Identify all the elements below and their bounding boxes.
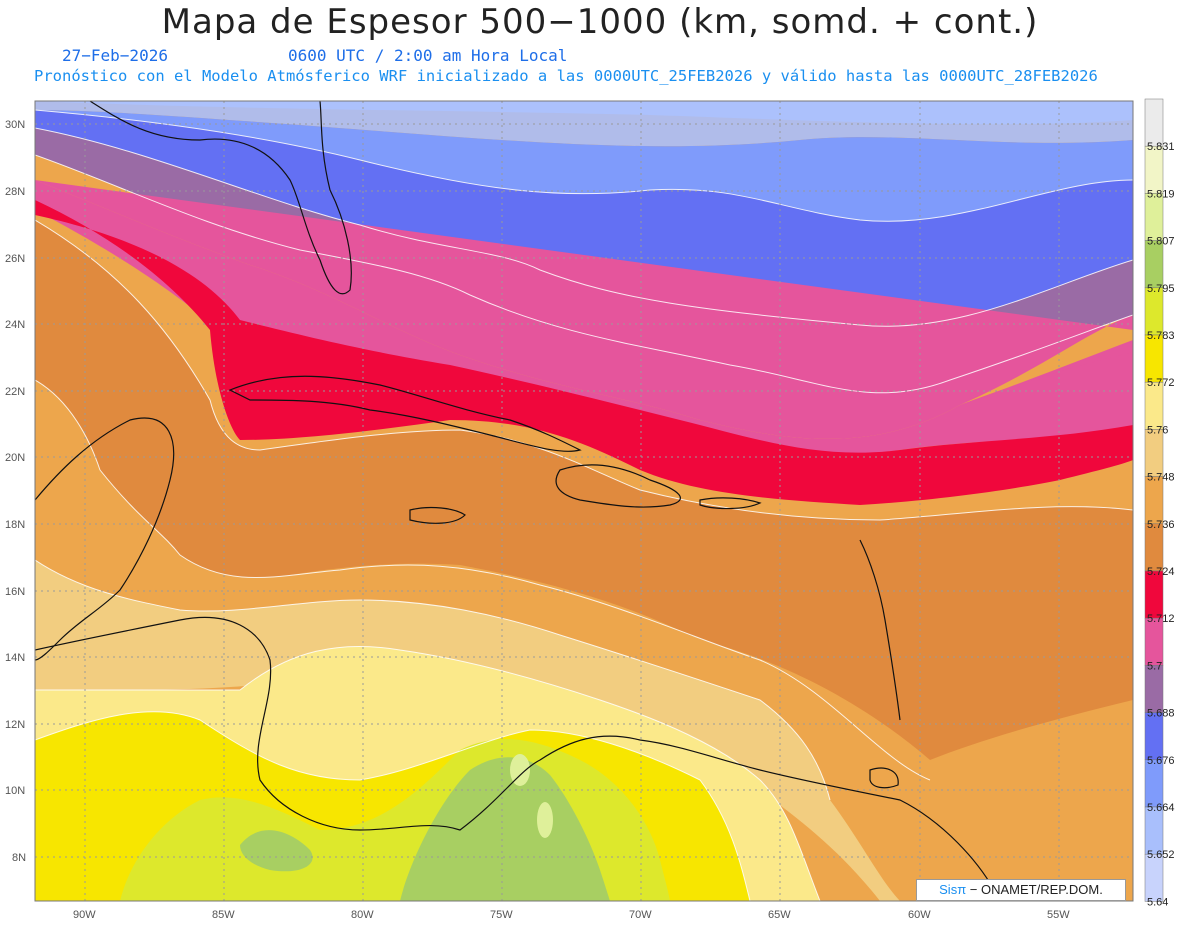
lon-label-75w: 75W bbox=[490, 909, 513, 921]
lesser-antilles bbox=[859, 539, 901, 721]
colorbar: 5.831 5.819 5.807 5.795 5.783 5.772 5.76 5.748 5… bbox=[1144, 98, 1175, 908]
lon-label-85w: 85W bbox=[212, 909, 235, 921]
lat-label-30n: 30N bbox=[5, 119, 25, 131]
colorbar-label: 5.688 bbox=[1147, 708, 1175, 720]
band-5736 bbox=[35, 380, 1133, 901]
credit-sis: Sisπ bbox=[939, 882, 967, 897]
lon-label-80w: 80W bbox=[351, 909, 374, 921]
map-field bbox=[35, 101, 1133, 901]
band-5652 bbox=[35, 101, 1133, 147]
colorbar-swatch bbox=[1144, 665, 1164, 713]
longitude-labels: 90W 85W 80W 75W 70W 65W 60W 55W bbox=[73, 909, 1070, 921]
coastlines bbox=[35, 101, 1001, 901]
band-5795 bbox=[400, 757, 610, 901]
band-5724 bbox=[35, 220, 1133, 760]
florida-coast bbox=[89, 101, 352, 295]
lon-label-65w: 65W bbox=[768, 909, 791, 921]
lon-label-60w: 60W bbox=[908, 909, 931, 921]
band-5807 bbox=[510, 754, 530, 786]
colorbar-swatch bbox=[1144, 98, 1164, 147]
colorbar-label: 5.76 bbox=[1147, 424, 1168, 436]
colorbar-swatch bbox=[1144, 523, 1164, 572]
lat-label-18n: 18N bbox=[5, 519, 25, 531]
lon-label-70w: 70W bbox=[629, 909, 652, 921]
colorbar-swatch bbox=[1144, 617, 1164, 666]
colorbar-label: 5.819 bbox=[1147, 188, 1175, 200]
credit-org: − ONAMET/REP.DOM. bbox=[969, 882, 1103, 897]
band-5807b bbox=[537, 802, 553, 838]
lat-label-14n: 14N bbox=[5, 652, 25, 664]
forecast-date: 27−Feb−2026 bbox=[62, 46, 168, 65]
colorbar-swatch bbox=[1144, 381, 1164, 430]
map-title: Mapa de Espesor 500−1000 (km, somd. + co… bbox=[161, 2, 1039, 42]
colorbar-label: 5.652 bbox=[1147, 849, 1175, 861]
hispaniola-coast bbox=[555, 464, 681, 508]
yucatan-coast bbox=[35, 417, 175, 661]
latitude-labels: 30N 28N 26N 24N 22N 20N 18N 16N 14N 12N … bbox=[5, 119, 26, 864]
band-5795b bbox=[240, 830, 313, 872]
band-5676 bbox=[35, 110, 1133, 327]
lat-label-10n: 10N bbox=[5, 785, 25, 797]
band-5712 bbox=[35, 200, 1133, 505]
colorbar-label: 5.724 bbox=[1147, 566, 1175, 578]
band-5748 bbox=[35, 560, 900, 901]
colorbar-label: 5.664 bbox=[1147, 802, 1175, 814]
colorbar-label: 5.736 bbox=[1147, 519, 1175, 531]
colorbar-swatch bbox=[1144, 287, 1164, 336]
colorbar-label: 5.64 bbox=[1147, 896, 1168, 908]
colorbar-label: 5.783 bbox=[1147, 330, 1175, 342]
lat-label-16n: 16N bbox=[5, 586, 25, 598]
colorbar-swatch bbox=[1144, 806, 1164, 855]
colorbar-swatch bbox=[1144, 570, 1164, 619]
central-america-coast bbox=[35, 616, 1001, 901]
colorbar-label: 5.7 bbox=[1147, 660, 1162, 672]
colorbar-label: 5.712 bbox=[1147, 613, 1175, 625]
colorbar-swatch bbox=[1144, 334, 1164, 383]
forecast-time: 0600 UTC / 2:00 am Hora Local bbox=[288, 46, 568, 65]
map-frame bbox=[34, 100, 1134, 902]
lat-label-22n: 22N bbox=[5, 386, 25, 398]
contour-lines bbox=[35, 109, 1133, 901]
trinidad-coast bbox=[869, 767, 899, 789]
lat-label-26n: 26N bbox=[5, 253, 25, 265]
lat-label-28n: 28N bbox=[5, 186, 25, 198]
model-description: Pronóstico con el Modelo Atmósferico WRF… bbox=[34, 67, 1098, 85]
lat-label-8n: 8N bbox=[12, 852, 26, 864]
puerto-rico-coast bbox=[699, 497, 762, 510]
colorbar-label: 5.807 bbox=[1147, 236, 1175, 248]
colorbar-swatch bbox=[1144, 145, 1164, 194]
colorbar-swatch bbox=[1144, 712, 1164, 761]
colorbar-label: 5.676 bbox=[1147, 755, 1175, 767]
colorbar-swatch bbox=[1144, 853, 1164, 902]
band-5700 bbox=[35, 180, 1133, 439]
lat-label-24n: 24N bbox=[5, 319, 25, 331]
colorbar-swatch bbox=[1144, 193, 1164, 241]
band-5664-light bbox=[35, 110, 1133, 222]
colorbar-label: 5.795 bbox=[1147, 283, 1175, 295]
colorbar-swatch bbox=[1144, 240, 1164, 289]
jamaica-coast bbox=[409, 506, 466, 524]
lon-label-55w: 55W bbox=[1047, 909, 1070, 921]
colorbar-swatch bbox=[1144, 476, 1164, 525]
colorbar-swatch bbox=[1144, 759, 1164, 808]
cuba-coast bbox=[228, 375, 582, 452]
colorbar-swatch bbox=[1144, 429, 1164, 477]
colorbar-label: 5.748 bbox=[1147, 472, 1175, 484]
lat-label-12n: 12N bbox=[5, 719, 25, 731]
lat-label-20n: 20N bbox=[5, 452, 25, 464]
colorbar-label: 5.831 bbox=[1147, 141, 1175, 153]
lon-label-90w: 90W bbox=[73, 909, 96, 921]
graticule bbox=[35, 101, 1133, 901]
colorbar-label: 5.772 bbox=[1147, 377, 1175, 389]
credit-box: Sisπ − ONAMET/REP.DOM. bbox=[916, 879, 1126, 901]
